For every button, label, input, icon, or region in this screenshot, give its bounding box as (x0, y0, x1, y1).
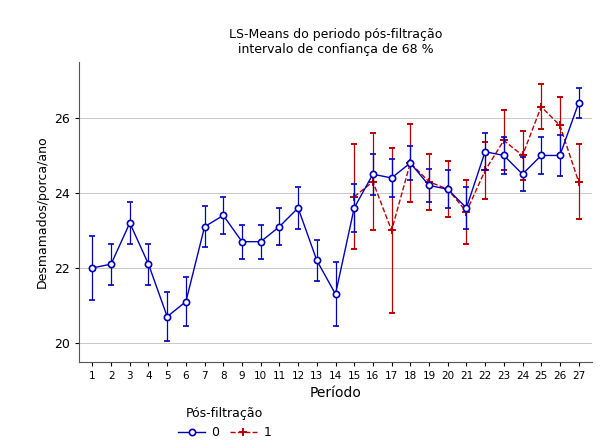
Title: LS-Means do periodo pós-filtração
intervalo de confiança de 68 %: LS-Means do periodo pós-filtração interv… (229, 28, 442, 56)
Y-axis label: Desmamados/porca/ano: Desmamados/porca/ano (36, 135, 49, 288)
Legend: 0, 1: 0, 1 (178, 407, 271, 439)
X-axis label: Período: Período (309, 386, 362, 400)
